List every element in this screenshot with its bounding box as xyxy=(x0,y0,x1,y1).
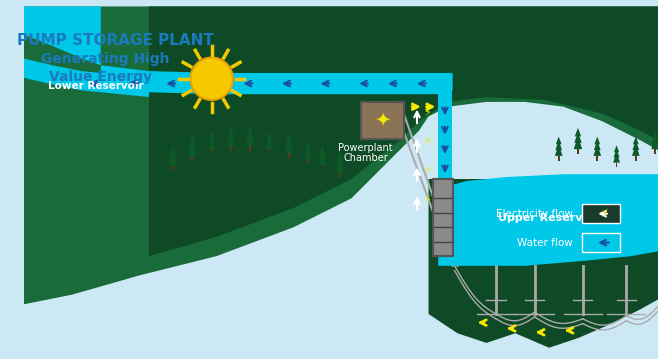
Text: Chamber: Chamber xyxy=(343,153,388,163)
Bar xyxy=(322,165,324,170)
Polygon shape xyxy=(318,154,326,165)
Text: Lower Reservoir: Lower Reservoir xyxy=(48,80,143,90)
Polygon shape xyxy=(170,150,176,160)
Polygon shape xyxy=(246,134,255,146)
Text: ⚡: ⚡ xyxy=(423,108,430,118)
Polygon shape xyxy=(227,135,235,146)
Bar xyxy=(211,149,213,153)
FancyBboxPatch shape xyxy=(582,233,620,252)
Polygon shape xyxy=(209,135,215,144)
Bar xyxy=(339,172,341,178)
Bar xyxy=(596,156,598,161)
Text: Upper Reservoir: Upper Reservoir xyxy=(498,213,599,223)
Polygon shape xyxy=(228,127,234,135)
Polygon shape xyxy=(594,144,601,156)
Circle shape xyxy=(190,57,233,100)
Polygon shape xyxy=(209,132,215,139)
Polygon shape xyxy=(266,139,273,149)
Polygon shape xyxy=(149,6,658,256)
Polygon shape xyxy=(633,136,639,144)
Bar xyxy=(307,159,309,163)
Polygon shape xyxy=(632,140,639,150)
Polygon shape xyxy=(320,146,326,154)
Text: ⚡: ⚡ xyxy=(423,137,430,147)
Polygon shape xyxy=(594,136,600,144)
Polygon shape xyxy=(652,130,658,137)
Text: ⚡: ⚡ xyxy=(600,209,608,219)
Polygon shape xyxy=(651,137,658,149)
Polygon shape xyxy=(285,141,293,153)
Polygon shape xyxy=(24,6,453,94)
Polygon shape xyxy=(556,136,561,144)
Bar xyxy=(361,102,405,139)
Polygon shape xyxy=(438,90,451,181)
Polygon shape xyxy=(555,140,562,150)
Polygon shape xyxy=(247,125,253,134)
Polygon shape xyxy=(428,179,658,348)
Polygon shape xyxy=(574,136,582,149)
Polygon shape xyxy=(594,140,601,150)
Polygon shape xyxy=(266,135,272,144)
Bar xyxy=(288,153,290,158)
Bar xyxy=(268,149,270,153)
FancyBboxPatch shape xyxy=(582,204,620,223)
Polygon shape xyxy=(574,132,582,143)
Polygon shape xyxy=(438,174,658,266)
Polygon shape xyxy=(208,139,215,149)
Polygon shape xyxy=(286,134,291,141)
Text: ⚡: ⚡ xyxy=(423,166,430,176)
Polygon shape xyxy=(613,149,620,158)
Polygon shape xyxy=(305,145,311,154)
Polygon shape xyxy=(337,151,343,159)
Polygon shape xyxy=(286,137,292,147)
Polygon shape xyxy=(305,141,311,148)
Polygon shape xyxy=(247,129,254,140)
Bar xyxy=(635,156,637,161)
Polygon shape xyxy=(189,139,196,149)
Polygon shape xyxy=(575,128,581,136)
Bar xyxy=(249,146,251,151)
Bar xyxy=(172,165,174,170)
Polygon shape xyxy=(336,155,343,166)
Bar xyxy=(616,163,617,167)
Polygon shape xyxy=(555,144,563,156)
Bar xyxy=(558,156,560,161)
Bar xyxy=(434,179,453,256)
Polygon shape xyxy=(613,152,620,163)
Polygon shape xyxy=(169,154,177,165)
Polygon shape xyxy=(632,144,640,156)
Polygon shape xyxy=(651,134,658,143)
Text: Powerplant: Powerplant xyxy=(338,143,393,153)
Bar xyxy=(230,146,232,151)
Polygon shape xyxy=(336,159,344,172)
Bar xyxy=(654,149,656,154)
Polygon shape xyxy=(267,132,272,139)
Polygon shape xyxy=(24,59,149,97)
Bar xyxy=(577,149,579,154)
Text: ⚡: ⚡ xyxy=(423,195,430,205)
Polygon shape xyxy=(305,148,311,159)
Text: Electricity flow: Electricity flow xyxy=(496,209,573,219)
Text: PUMP STORAGE PLANT: PUMP STORAGE PLANT xyxy=(17,33,214,48)
Polygon shape xyxy=(188,143,197,156)
Polygon shape xyxy=(24,6,658,304)
Polygon shape xyxy=(319,150,326,160)
Text: Generating High: Generating High xyxy=(41,52,170,66)
Text: Value Energy: Value Energy xyxy=(49,70,152,84)
Polygon shape xyxy=(189,135,195,143)
Polygon shape xyxy=(614,145,619,152)
Text: ✦: ✦ xyxy=(374,111,391,130)
Bar xyxy=(191,156,193,161)
Polygon shape xyxy=(228,131,234,140)
Polygon shape xyxy=(170,146,176,154)
Text: Water flow: Water flow xyxy=(517,238,573,248)
